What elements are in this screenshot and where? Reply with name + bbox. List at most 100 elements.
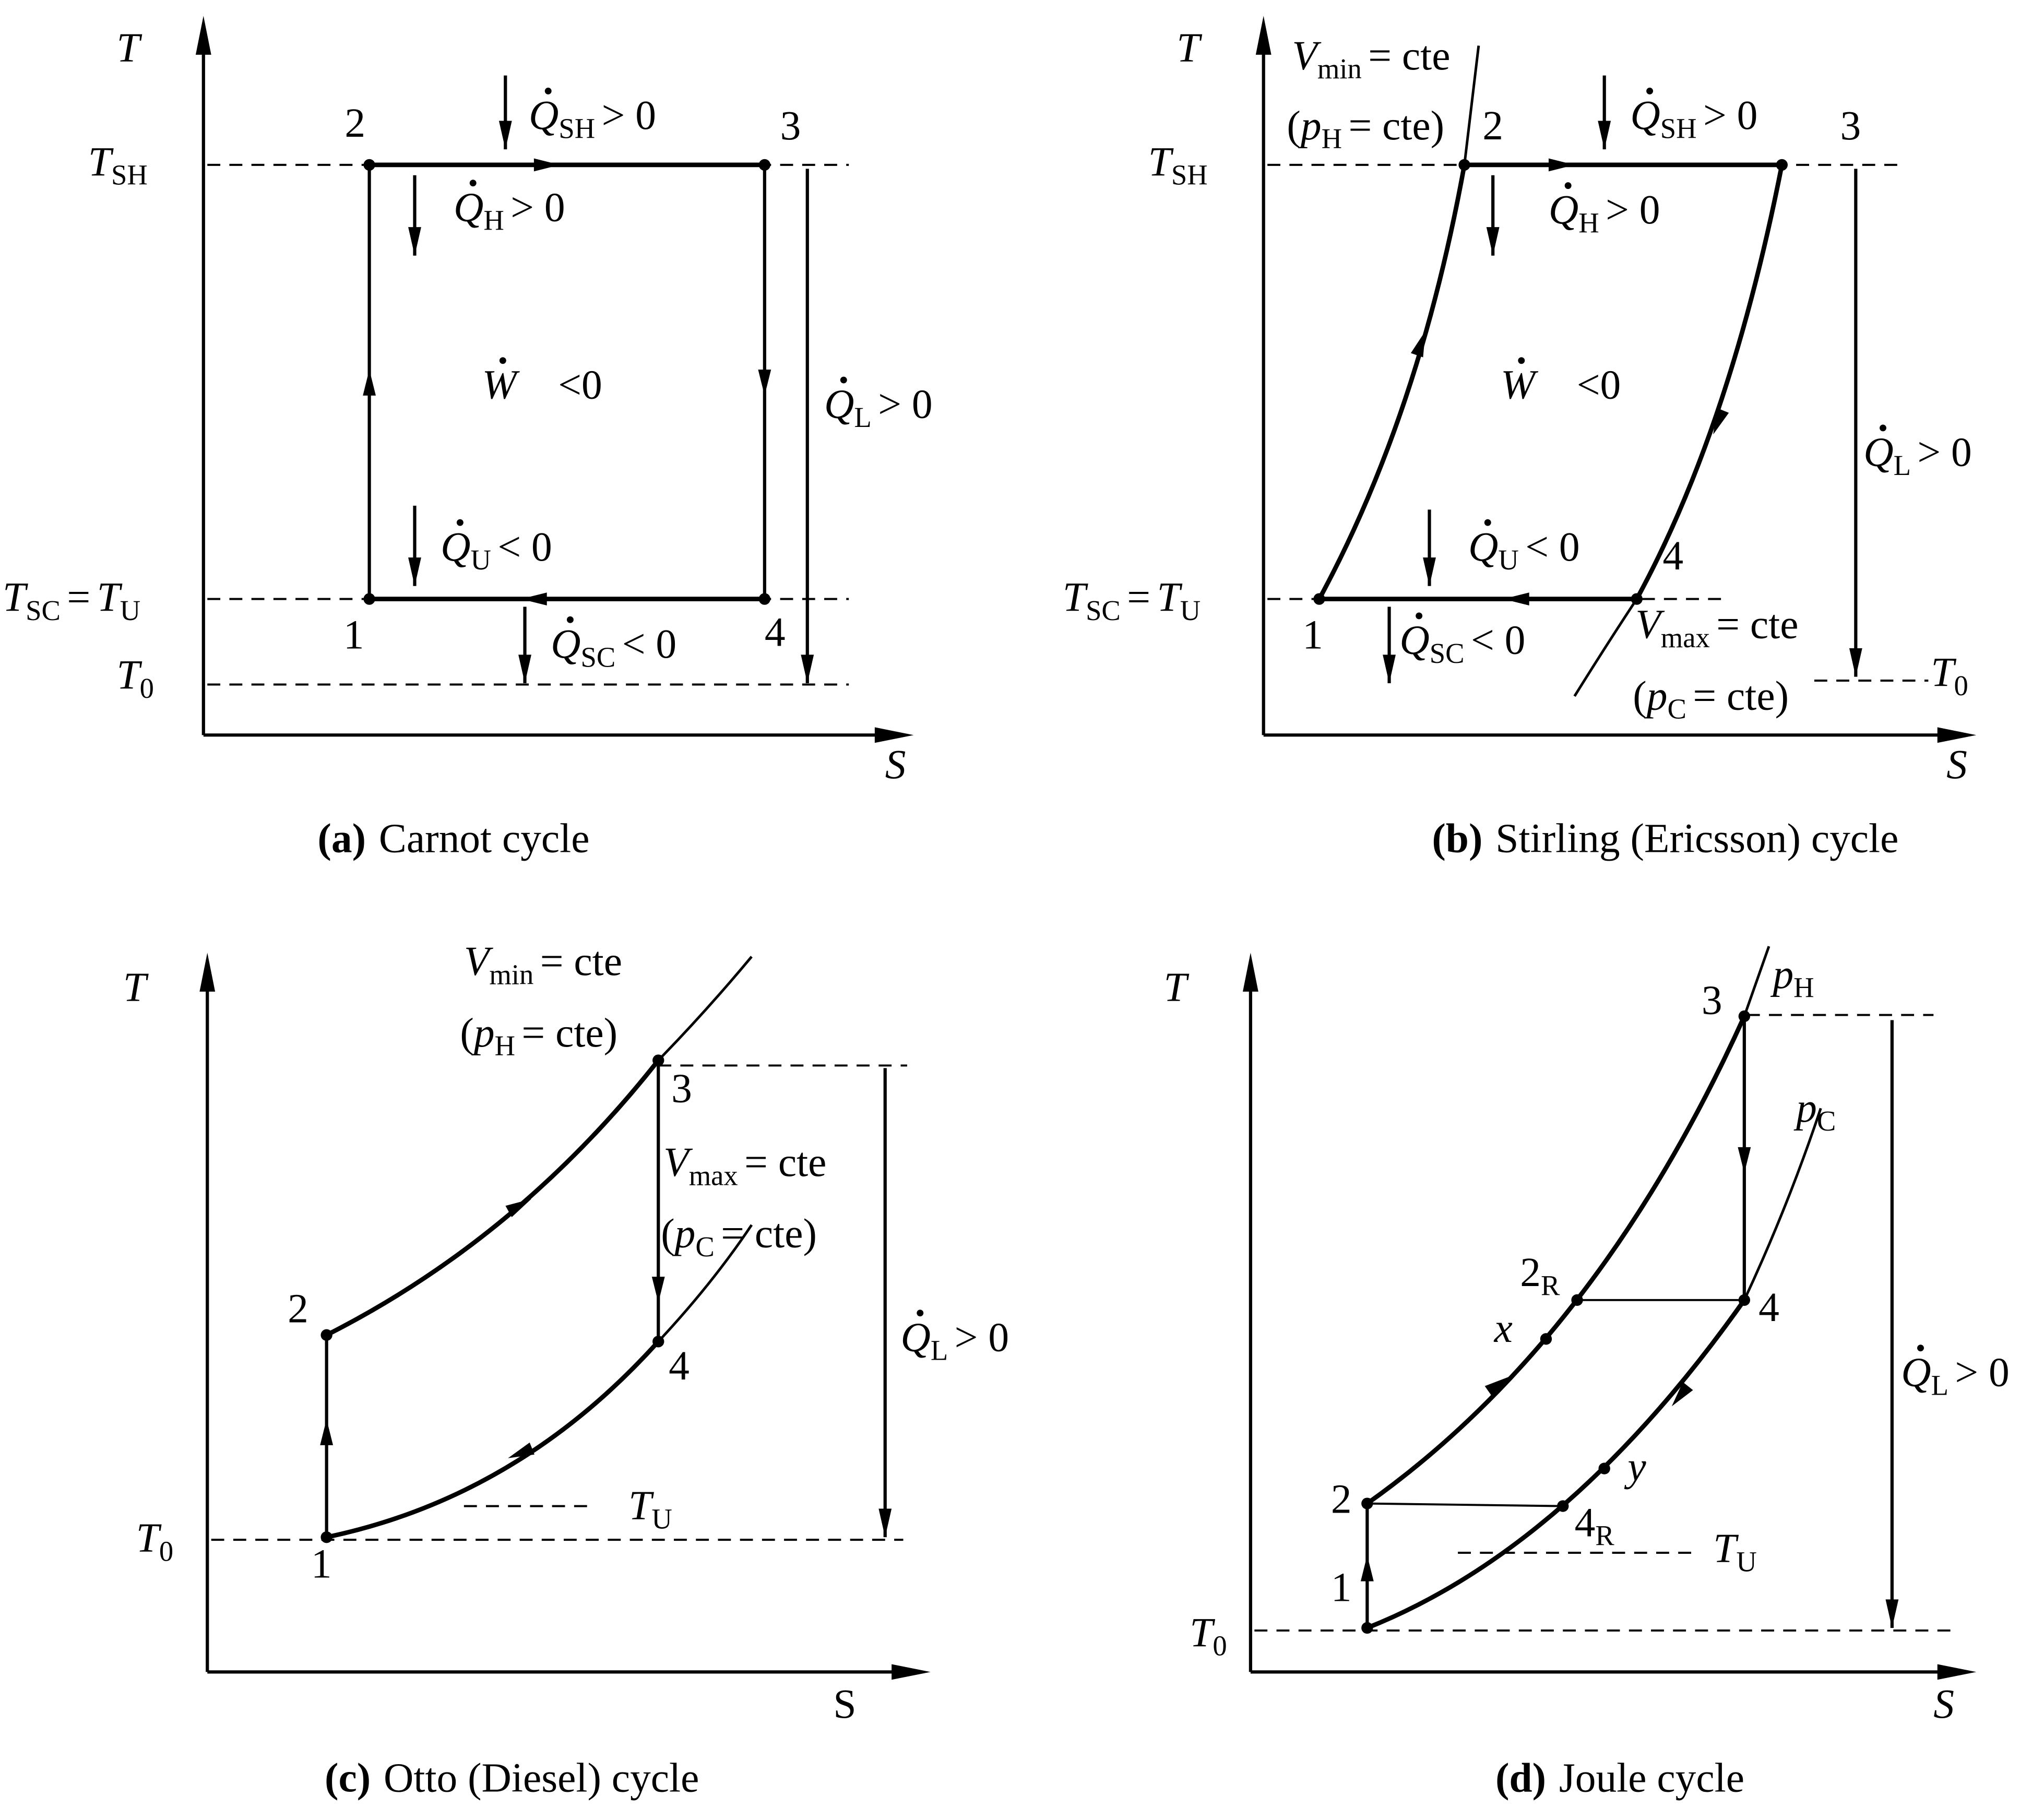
label-part: SH [1171, 159, 1208, 191]
label-part: < 0 [1471, 617, 1525, 663]
caption-letter: (c) [325, 1755, 371, 1801]
label-part: 0 [159, 1535, 173, 1567]
label-part: L [854, 401, 871, 433]
label-part: ( [460, 1010, 473, 1056]
arrow-head [1937, 1664, 1977, 1680]
arrow-head [1360, 1555, 1374, 1581]
caption-letter: (b) [1432, 816, 1482, 862]
label-part: 4 [765, 610, 786, 656]
line [1367, 1502, 1563, 1507]
arrow-head [199, 953, 216, 992]
axis-label: T [116, 25, 142, 71]
label-part: 2 [1331, 1477, 1352, 1522]
label-part: L [1894, 449, 1911, 481]
label-part: > 0 [510, 185, 565, 231]
caption-title: Stirling (Ericsson) cycle [1495, 816, 1898, 862]
label-part: = cte) [1348, 103, 1444, 149]
point-label: x [1494, 1305, 1513, 1351]
label: QSC < 0 [1399, 617, 1525, 669]
label-part: S [1946, 742, 1967, 788]
state-point [1313, 593, 1325, 605]
arrow-head [1486, 227, 1500, 256]
arrow-head [498, 121, 512, 150]
arrow-head [1937, 727, 1977, 743]
label: pC [1793, 1085, 1836, 1137]
point-label: 1 [343, 612, 364, 658]
label-part: T [628, 1483, 654, 1529]
state-point [1361, 1497, 1373, 1509]
label-part: = cte [1368, 33, 1450, 79]
label-part: T [1063, 575, 1088, 621]
label-part: 1 [1331, 1565, 1352, 1611]
label-part: 2 [344, 100, 365, 146]
label-part: U [651, 1503, 672, 1534]
label-part: 0 [140, 672, 154, 704]
label-part: p [1298, 103, 1322, 149]
point-label: 2 [1482, 103, 1503, 149]
arrow-head [320, 1419, 334, 1445]
label-part: > 0 [1955, 1350, 2009, 1396]
arrow-head [651, 1277, 665, 1303]
arrow-head [518, 655, 531, 684]
arrow-head [533, 158, 560, 172]
label-part: 4 [1758, 1284, 1779, 1330]
point-label: y [1624, 1444, 1646, 1490]
label-part: R [1541, 1269, 1560, 1301]
label: T0 [116, 652, 153, 704]
label-part: V [464, 938, 494, 984]
dot-accent [566, 616, 574, 623]
label-part: C [695, 1231, 714, 1263]
curve [1317, 164, 1467, 600]
label-part: Q [1399, 617, 1429, 663]
dot-accent [1518, 357, 1525, 364]
axis-label: S [833, 1681, 856, 1727]
label: (pH = cte) [460, 1010, 617, 1062]
label-part: y [1624, 1444, 1646, 1490]
dot-accent [499, 357, 506, 364]
state-point [1557, 1500, 1569, 1512]
state-point [320, 1531, 332, 1543]
label-part: p [471, 1010, 495, 1056]
label-part: 2 [288, 1286, 308, 1332]
arrow-head [195, 16, 211, 55]
axis-label: T [1164, 965, 1190, 1010]
label: QH > 0 [1549, 187, 1660, 239]
label-part: SC [1086, 594, 1121, 626]
dot-accent [917, 1310, 924, 1317]
axis-label: S [1933, 1681, 1954, 1727]
label-part: 1 [1302, 612, 1323, 658]
state-point [652, 1054, 664, 1066]
label-part: T [1190, 1610, 1215, 1656]
label-part: > 0 [1606, 187, 1660, 233]
label-part: V [1292, 33, 1322, 79]
axis-label: T [1177, 25, 1202, 71]
dot-accent [1646, 87, 1654, 94]
label: T0 [1931, 650, 1968, 701]
point-label: 4R [1575, 1500, 1615, 1552]
label-part: = cte [1716, 602, 1798, 648]
point-label: 3 [671, 1066, 692, 1112]
label: QL > 0 [901, 1315, 1009, 1366]
label: QH > 0 [454, 185, 565, 236]
state-point [363, 593, 375, 605]
label-part: Q [1630, 92, 1660, 138]
label-part: > 0 [1703, 92, 1757, 138]
caption: (a) Carnot cycle [317, 816, 589, 862]
label-part: ( [661, 1211, 674, 1257]
label-part: SH [1660, 112, 1697, 144]
dot-accent [840, 376, 847, 384]
arrow-head [1738, 1147, 1751, 1173]
label-part: = cte) [1693, 673, 1789, 719]
label: Vmax = cte [1635, 602, 1798, 653]
label-part: V [663, 1139, 693, 1185]
state-point [1738, 1010, 1750, 1022]
state-point [1458, 159, 1470, 171]
label: W <0 [482, 362, 602, 408]
label-part: Q [441, 524, 470, 570]
label-part: R [1595, 1519, 1614, 1551]
label: (pC = cte) [661, 1211, 817, 1263]
label-part: 0 [1213, 1629, 1227, 1661]
label-part: T [88, 139, 114, 185]
